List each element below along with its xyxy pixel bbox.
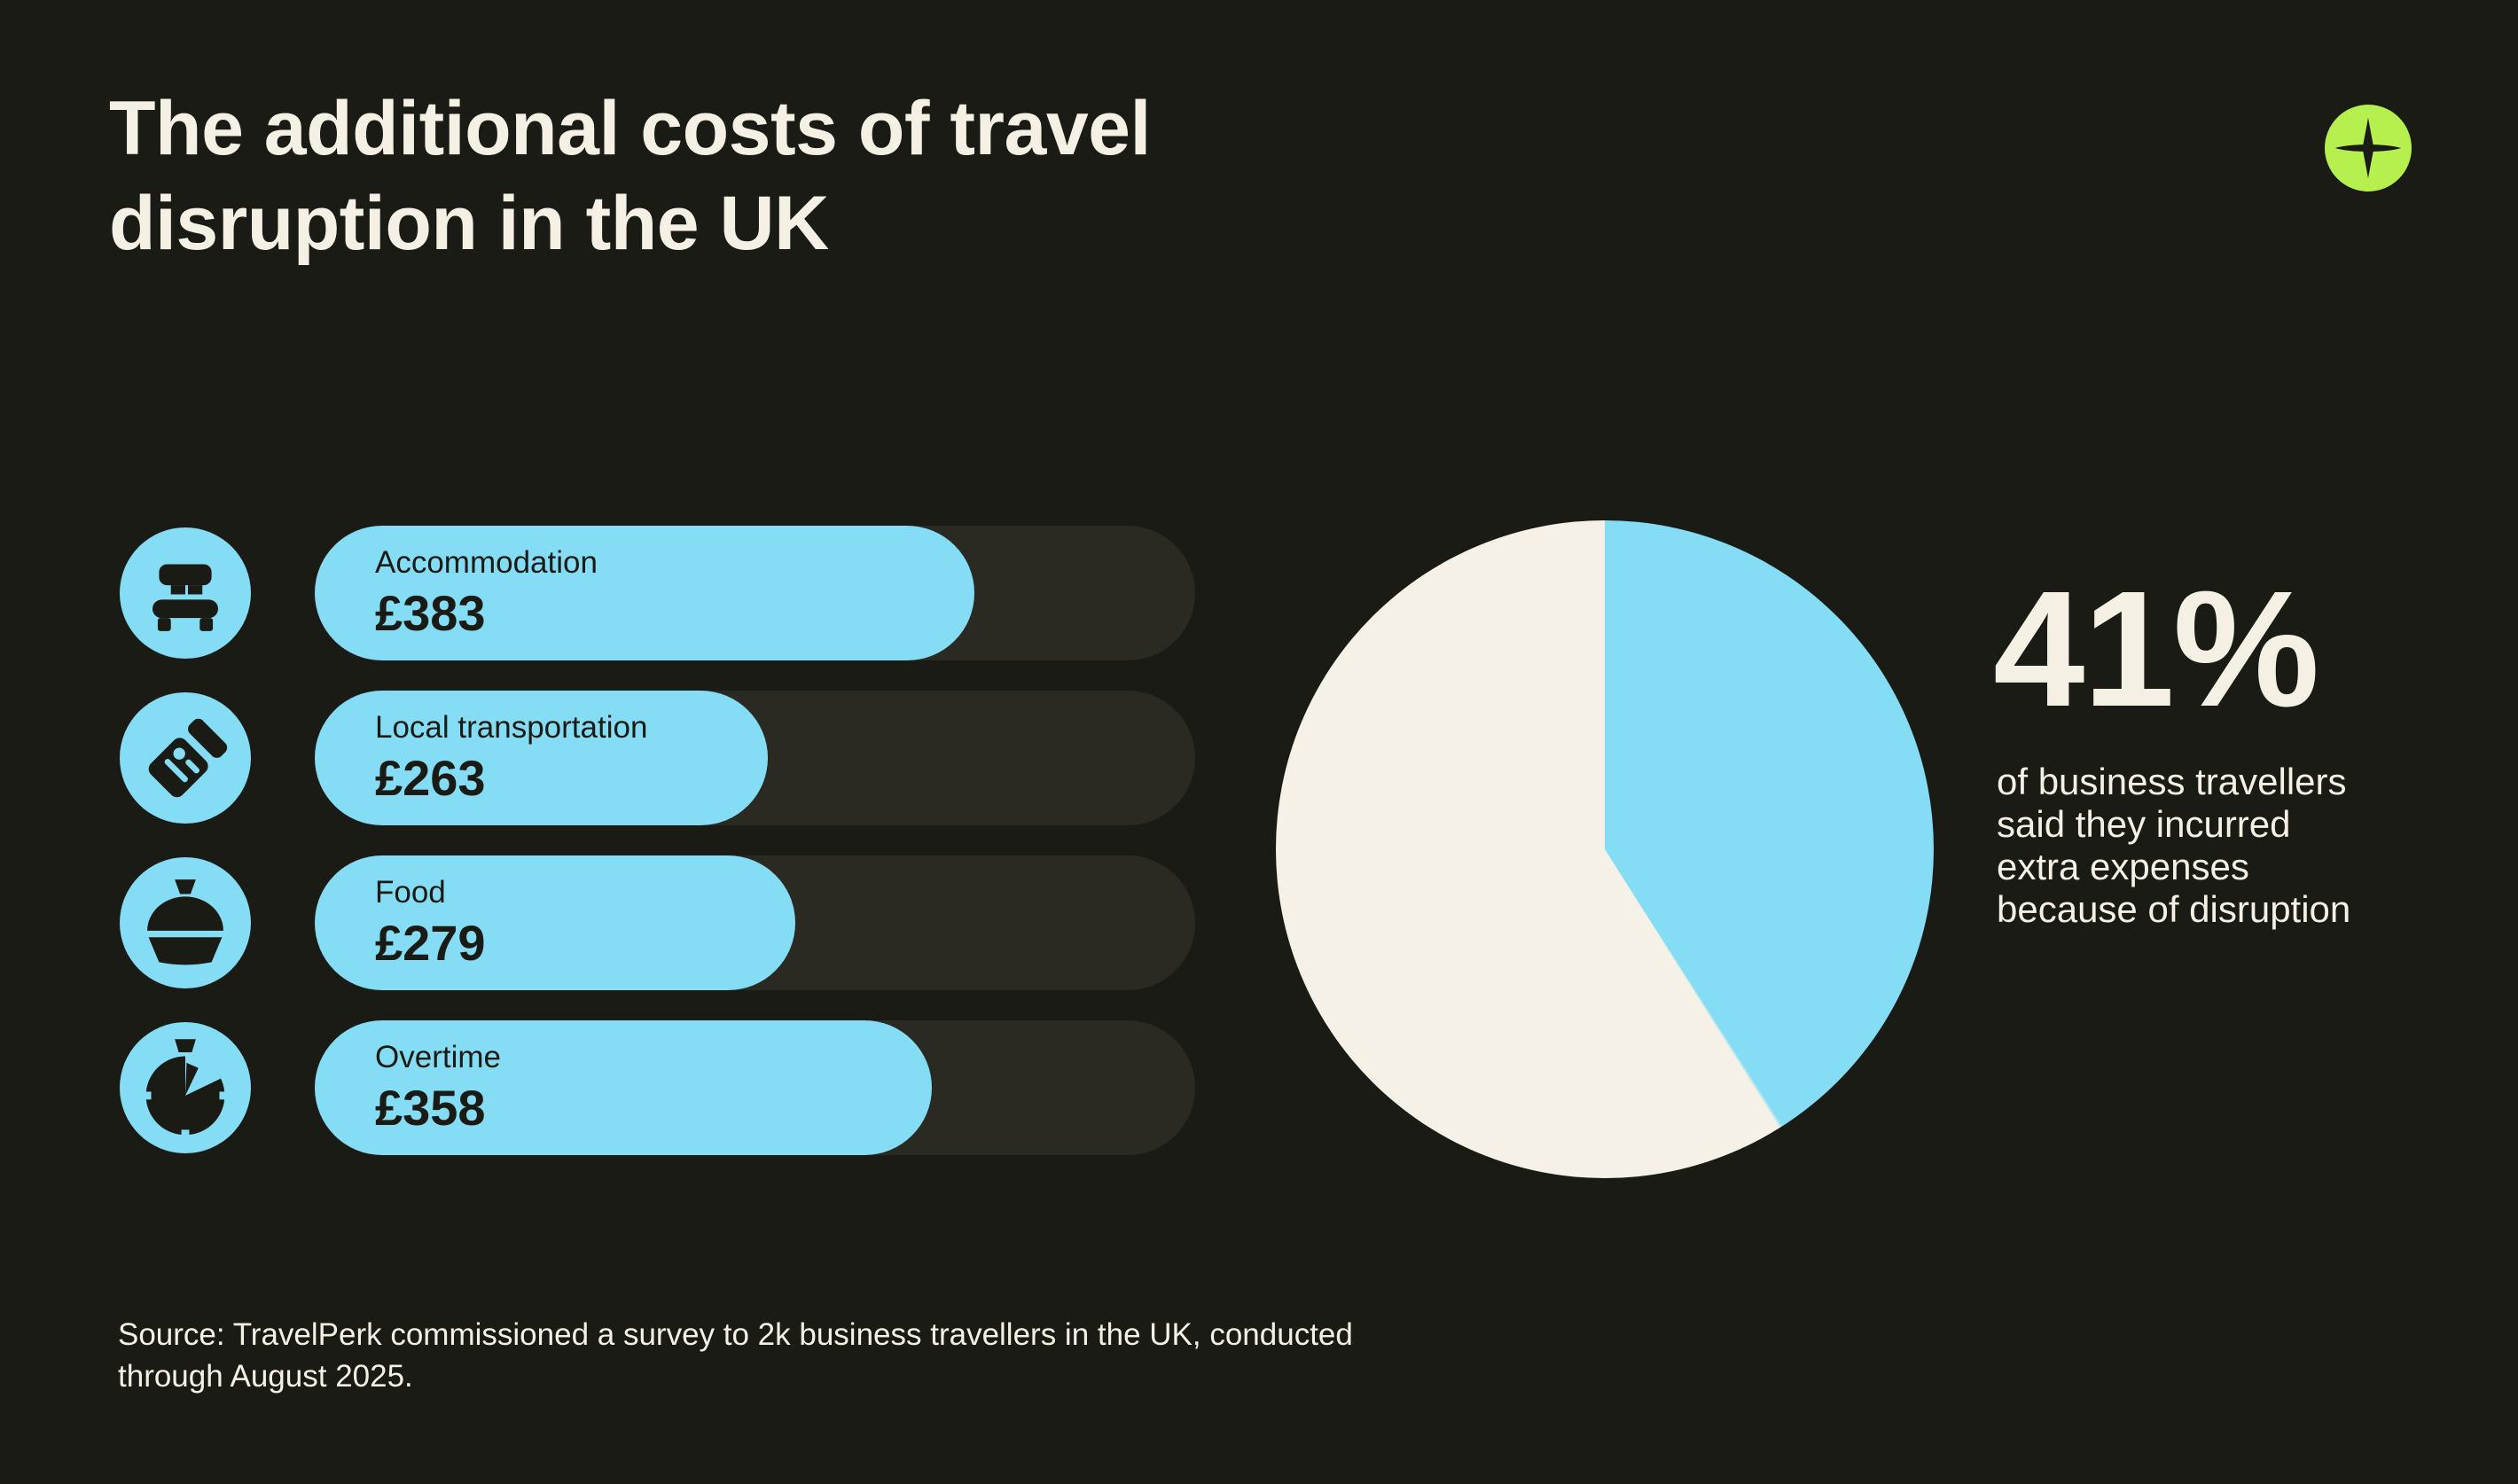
bar-track: Accommodation £383	[315, 526, 1195, 660]
bar-fill: Overtime £358	[315, 1020, 932, 1155]
bar-fill: Accommodation £383	[315, 526, 975, 660]
cost-bar-list: Accommodation £383	[120, 526, 1195, 1185]
stat-description-line: because of disruption	[1997, 888, 2351, 930]
source-note-line: through August 2025.	[118, 1359, 413, 1394]
ticket-icon	[120, 692, 251, 824]
plus-logo-icon	[2325, 105, 2412, 191]
bar-fill: Food £279	[315, 855, 796, 990]
stat-description-line: said they incurred	[1997, 803, 2291, 845]
bar-amount: £263	[375, 749, 486, 806]
stat-description-line: of business travellers	[1997, 761, 2347, 802]
bar-label: Accommodation	[375, 544, 598, 580]
stat-description-line: extra expenses	[1997, 846, 2249, 887]
cost-row-local-transportation: Local transportation £263	[120, 691, 1195, 825]
bar-label: Overtime	[375, 1039, 501, 1074]
source-note: Source: TravelPerk commissioned a survey…	[118, 1314, 1353, 1397]
bar-amount: £383	[375, 584, 486, 641]
bar-label: Local transportation	[375, 709, 648, 745]
bar-amount: £358	[375, 1079, 486, 1136]
stat-percentage: 41%	[1993, 558, 2319, 741]
source-note-line: Source: TravelPerk commissioned a survey…	[118, 1317, 1353, 1352]
cost-row-overtime: Overtime £358	[120, 1020, 1195, 1155]
stopwatch-icon	[120, 1022, 251, 1153]
page-title-line-2: disruption in the UK	[109, 181, 829, 266]
bar-amount: £279	[375, 914, 486, 971]
bar-track: Overtime £358	[315, 1020, 1195, 1155]
page-title-line-1: The additional costs of travel	[109, 86, 1151, 171]
bar-track: Food £279	[315, 855, 1195, 990]
bed-icon	[120, 527, 251, 659]
bar-track: Local transportation £263	[315, 691, 1195, 825]
bar-label: Food	[375, 874, 446, 910]
cost-row-accommodation: Accommodation £383	[120, 526, 1195, 660]
stat-description: of business travellers said they incurre…	[1997, 761, 2350, 931]
page-title: The additional costs of travel disruptio…	[109, 82, 1151, 271]
pie-chart	[1276, 520, 1934, 1178]
cloche-icon	[120, 857, 251, 988]
cost-row-food: Food £279	[120, 855, 1195, 990]
bar-fill: Local transportation £263	[315, 691, 769, 825]
